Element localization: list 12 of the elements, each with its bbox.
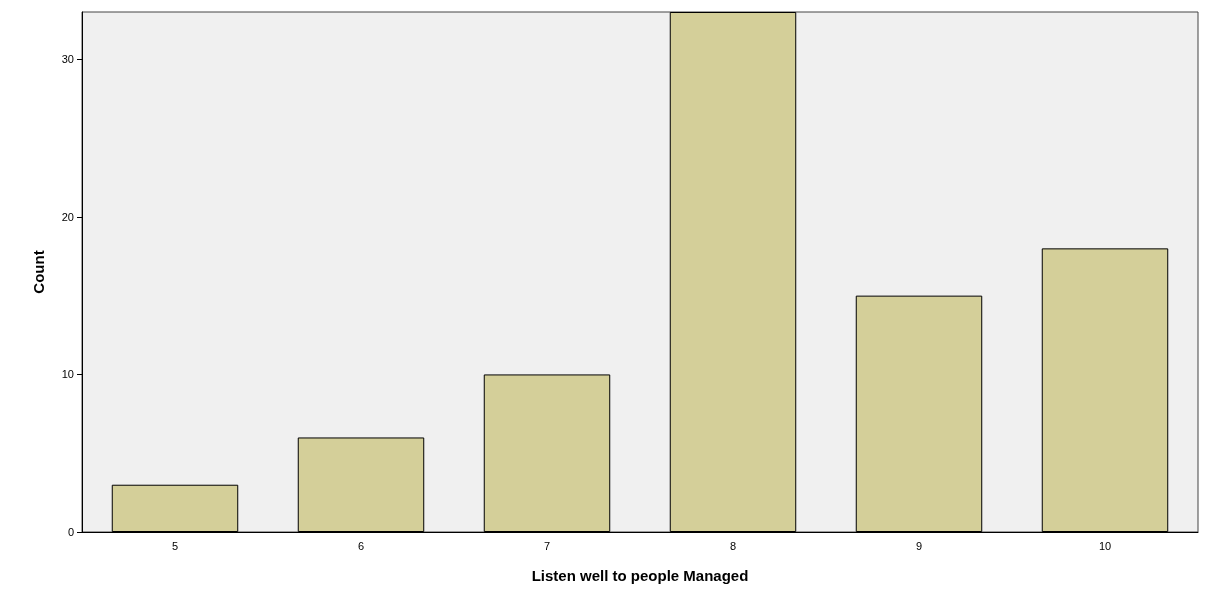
y-tick-label: 30: [61, 53, 74, 66]
x-tick-label: 5: [171, 539, 179, 552]
y-axis-title: Count: [30, 250, 47, 294]
y-tick-label: 20: [61, 210, 74, 223]
x-tick-label: 7: [543, 539, 551, 552]
x-axis-title: Listen well to people Managed: [531, 567, 749, 584]
x-tick-label: 8: [729, 539, 737, 552]
x-tick-label: 6: [357, 539, 365, 552]
x-tick-label: 10: [1098, 539, 1112, 552]
y-tick-label: 0: [67, 526, 74, 538]
y-tick-label: 10: [61, 368, 74, 381]
x-tick-label: 9: [915, 539, 923, 552]
